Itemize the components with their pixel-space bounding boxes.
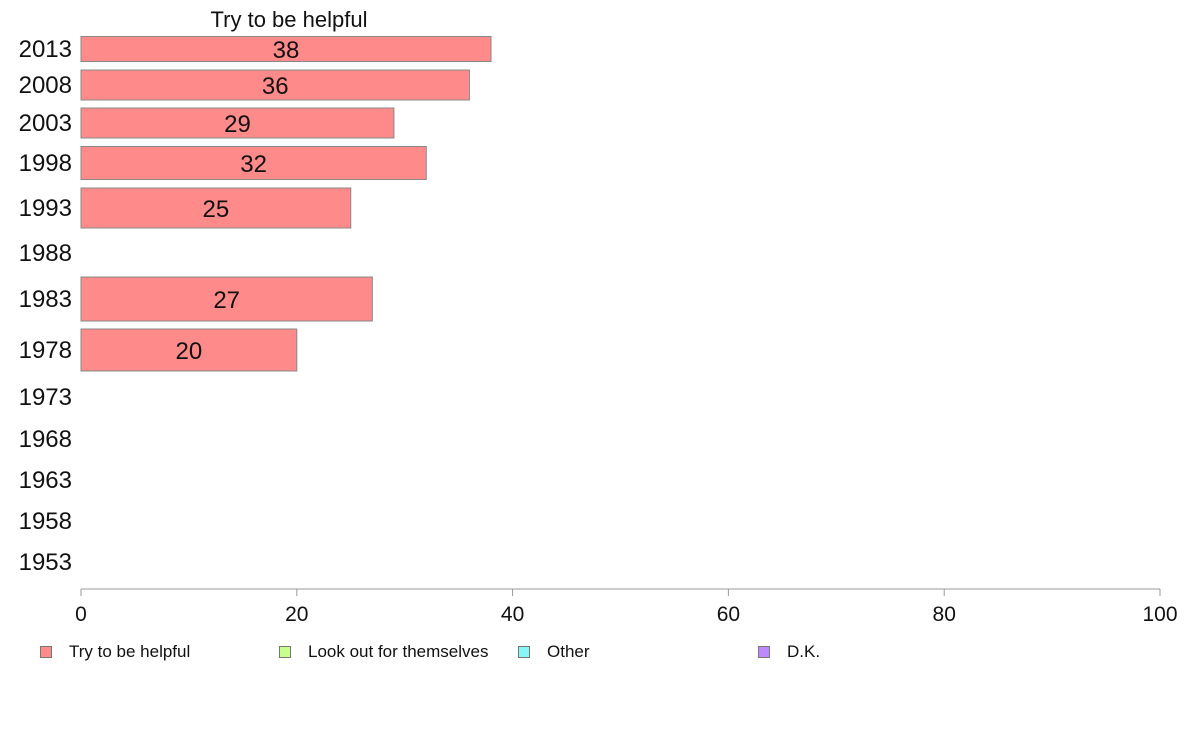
bar-value-label: 36	[262, 73, 289, 100]
x-tick-label: 20	[285, 603, 308, 626]
chart-title: Try to be helpful	[211, 7, 368, 32]
legend-label: D.K.	[787, 642, 821, 661]
bars-group: 38 36 29 32 25 27 20	[80, 36, 492, 372]
legend-swatch	[279, 646, 291, 658]
legend-label: Other	[547, 642, 590, 661]
year-label: 1953	[19, 549, 72, 576]
year-label: 2013	[19, 36, 72, 63]
x-tick-label: 80	[933, 603, 956, 626]
year-label: 1973	[19, 384, 72, 411]
legend-label: Try to be helpful	[69, 642, 191, 661]
legend-label: Look out for themselves	[308, 642, 489, 661]
year-label: 1988	[19, 240, 72, 267]
year-label: 1993	[19, 195, 72, 222]
legend-item: Other	[518, 640, 590, 664]
year-label: 1978	[19, 337, 72, 364]
bar	[80, 328, 298, 372]
bar-value-label: 29	[224, 111, 251, 138]
year-label: 1968	[19, 426, 72, 453]
year-label: 1983	[19, 286, 72, 313]
bar	[80, 69, 470, 101]
year-label: 1998	[19, 150, 72, 177]
x-tick-label: 60	[717, 603, 740, 626]
x-tick-label: 100	[1142, 603, 1177, 626]
bar-value-label: 25	[203, 196, 230, 223]
bar-value-label: 20	[176, 338, 203, 365]
year-label: 1958	[19, 508, 72, 535]
year-label: 1963	[19, 467, 72, 494]
legend: Try to be helpful Look out for themselves…	[0, 640, 1188, 668]
legend-item: Look out for themselves	[279, 640, 488, 664]
legend-swatch	[518, 646, 530, 658]
x-tick-label: 0	[75, 603, 87, 626]
bar	[80, 276, 373, 322]
year-label: 2003	[19, 110, 72, 137]
legend-item: D.K.	[758, 640, 820, 664]
year-label: 2008	[19, 72, 72, 99]
year-labels: 2013 2008 2003 1998 1993 1988 1983 1978 1973 1968…	[19, 36, 72, 576]
legend-swatch	[758, 646, 770, 658]
bar-value-label: 38	[273, 37, 300, 64]
legend-item: Try to be helpful	[40, 640, 190, 664]
bar	[80, 107, 395, 139]
x-axis: 0 20 40 60 80 100	[75, 588, 1178, 626]
bar-value-label: 32	[240, 151, 267, 178]
x-tick-label: 40	[501, 603, 524, 626]
bar-value-label: 27	[213, 287, 240, 314]
bar	[80, 36, 492, 62]
legend-swatch	[40, 646, 52, 658]
bar	[80, 146, 427, 180]
bar	[80, 187, 352, 229]
